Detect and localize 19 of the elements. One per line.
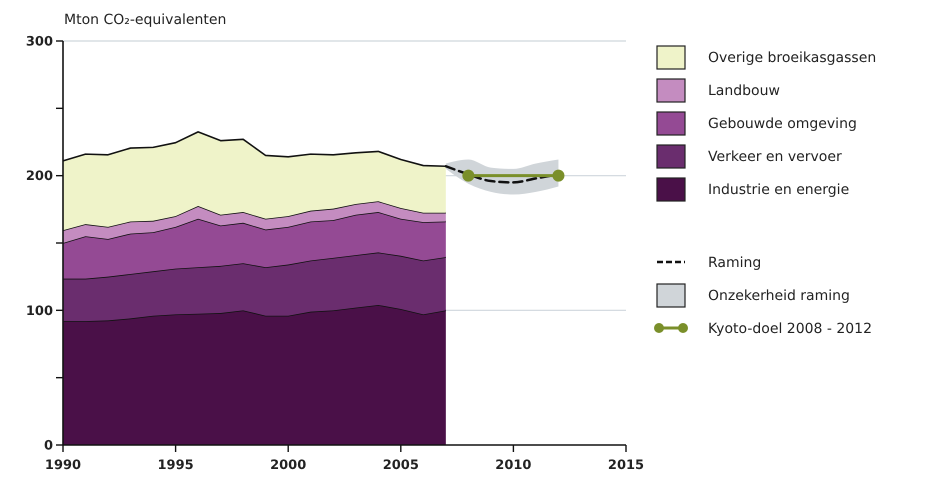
- legend-label: Gebouwde omgeving: [708, 116, 857, 132]
- y-axis-title: Mton CO₂-equivalenten: [64, 12, 226, 28]
- legend-label: Overige broeikasgassen: [708, 50, 876, 66]
- legend-label: Kyoto-doel 2008 - 2012: [708, 321, 872, 337]
- legend-label: Raming: [708, 255, 762, 271]
- legend-label: Landbouw: [708, 83, 780, 99]
- y-tick-label: 300: [26, 34, 53, 50]
- x-tick-label: 2010: [495, 458, 532, 473]
- legend-label: Industrie en energie: [708, 182, 850, 198]
- x-tick-label: 2015: [608, 458, 644, 473]
- y-tick-label: 0: [44, 438, 53, 454]
- x-tick-label: 1990: [44, 458, 82, 473]
- x-tick-label: 1995: [158, 458, 194, 473]
- x-tick-label: 2005: [382, 458, 419, 473]
- legend-label: Verkeer en vervoer: [708, 149, 842, 165]
- x-tick-label: 2000: [270, 458, 306, 473]
- y-tick-label: 200: [26, 169, 53, 184]
- legend-label: Onzekerheid raming: [708, 288, 850, 304]
- y-tick-label: 100: [26, 304, 53, 319]
